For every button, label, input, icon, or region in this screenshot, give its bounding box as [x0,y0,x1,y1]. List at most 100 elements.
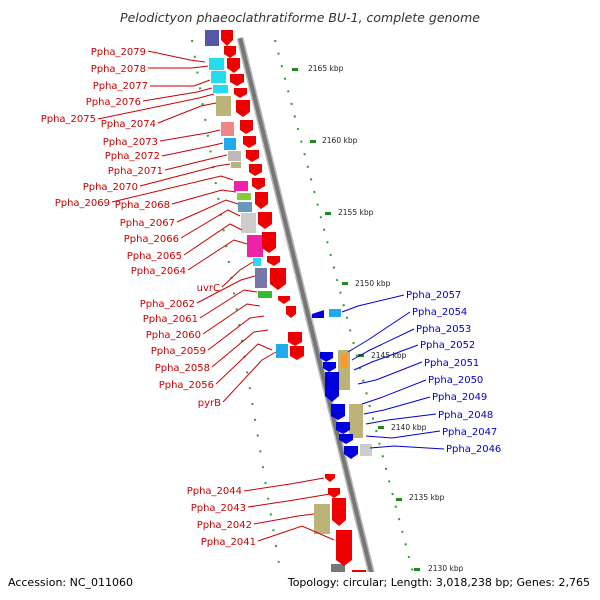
tick-mark [396,498,402,501]
tick-mark [325,212,331,215]
tick-ring [274,39,421,600]
gene-label: Ppha_2074 [101,119,156,130]
cog-block [276,344,288,358]
gene-label: Ppha_2059 [151,346,206,357]
map-title: Pelodictyon phaeoclathratiforme BU-1, co… [120,10,480,25]
gene-label: Ppha_2044 [187,486,242,497]
callout-line [183,223,243,256]
callout-line [257,525,335,542]
gene-arrow [267,256,280,266]
callout-line [357,361,423,385]
gene-label: Ppha_2043 [191,503,246,514]
callout-line [351,328,415,361]
gene-arrow [246,150,259,162]
inner-ring-dots [191,39,286,600]
cog-block [237,193,251,200]
gene-arrow [252,178,265,190]
callout-line [111,175,234,203]
cog-block [228,151,241,161]
gene-arrow [221,30,233,46]
cog-block [247,235,263,257]
cog-block [221,122,234,136]
tick-label-2135: 2135 kbp [409,493,445,502]
left-callouts [97,50,277,403]
gene-label: Ppha_2056 [159,380,214,391]
callout-line [365,430,441,439]
gene-label: Ppha_2067 [120,218,175,229]
gene-label: Ppha_2050 [428,375,483,386]
tick-label-2160: 2160 kbp [322,136,358,145]
callout-line [148,65,209,69]
gene-arrow [255,192,268,209]
backbone-line [238,37,380,600]
callout-line [199,289,258,319]
cog-block [360,444,372,456]
gene-arrow [236,100,250,117]
callout-line [157,102,217,124]
gene-label: uvrC [197,283,220,294]
callout-line [171,189,237,205]
gene-arrow [230,74,244,86]
callout-line [211,329,269,368]
gene-arrow [234,88,247,98]
cog-block [329,309,341,317]
gene-label: Ppha_2053 [416,324,471,335]
tick-label-2140: 2140 kbp [391,423,427,432]
gene-arrow [344,446,358,459]
reverse-genes [312,310,358,459]
callout-line [147,50,206,63]
gene-arrow [325,372,339,402]
callout-line [221,261,254,288]
gene-label: Ppha_2066 [124,234,179,245]
tick-label-2150: 2150 kbp [355,279,391,288]
tick-label-2155: 2155 kbp [338,208,374,217]
tick-mark [310,140,316,143]
tick-mark [378,426,384,429]
cog-block [253,258,261,266]
ticks: 2165 kbp 2160 kbp 2155 kbp 2150 kbp 2145… [292,64,464,573]
gene-arrow [278,296,290,304]
gene-arrow [227,58,240,73]
callout-line [187,239,248,271]
gene-label: Ppha_2071 [108,166,163,177]
accession-text: Accession: NC_011060 [8,576,133,589]
callout-line [363,396,431,415]
gene-label: Ppha_2077 [93,81,148,92]
callout-line [247,493,331,508]
gene-arrow [258,212,272,229]
gene-label: Ppha_2079 [91,47,146,58]
gene-label: Ppha_2052 [420,340,475,351]
gene-arrow [332,498,346,526]
tick-mark [292,68,298,71]
tick-mark [414,568,420,571]
tick-ring-dots [274,39,421,600]
gene-label: Ppha_2075 [41,114,96,125]
callout-line [341,294,405,313]
gene-arrow [336,422,350,434]
right-labels: Ppha_2057 Ppha_2054 Ppha_2053 Ppha_2052 … [406,290,501,455]
callout-line [347,311,411,353]
callout-line [369,445,445,450]
gene-label: Ppha_2065 [127,251,182,262]
gene-label: pyrB [198,398,221,409]
gene-label: Ppha_2046 [446,444,501,455]
callout-line [207,315,265,351]
gene-label: Ppha_2057 [406,290,461,301]
callout-line [161,142,224,157]
gene-label: Ppha_2076 [86,97,141,108]
cog-block [241,213,256,233]
gene-label: Ppha_2048 [438,410,493,421]
gene-arrow [290,346,304,360]
cog-block [216,96,231,116]
gene-label: Ppha_2054 [412,307,467,318]
gene-arrow [288,332,302,346]
gene-arrow [339,434,353,444]
gene-label: Ppha_2062 [140,299,195,310]
cog-block [213,85,228,93]
callout-line [150,79,211,87]
cog-block [341,354,347,368]
callout-line [159,129,221,142]
gene-label: Ppha_2073 [103,137,158,148]
